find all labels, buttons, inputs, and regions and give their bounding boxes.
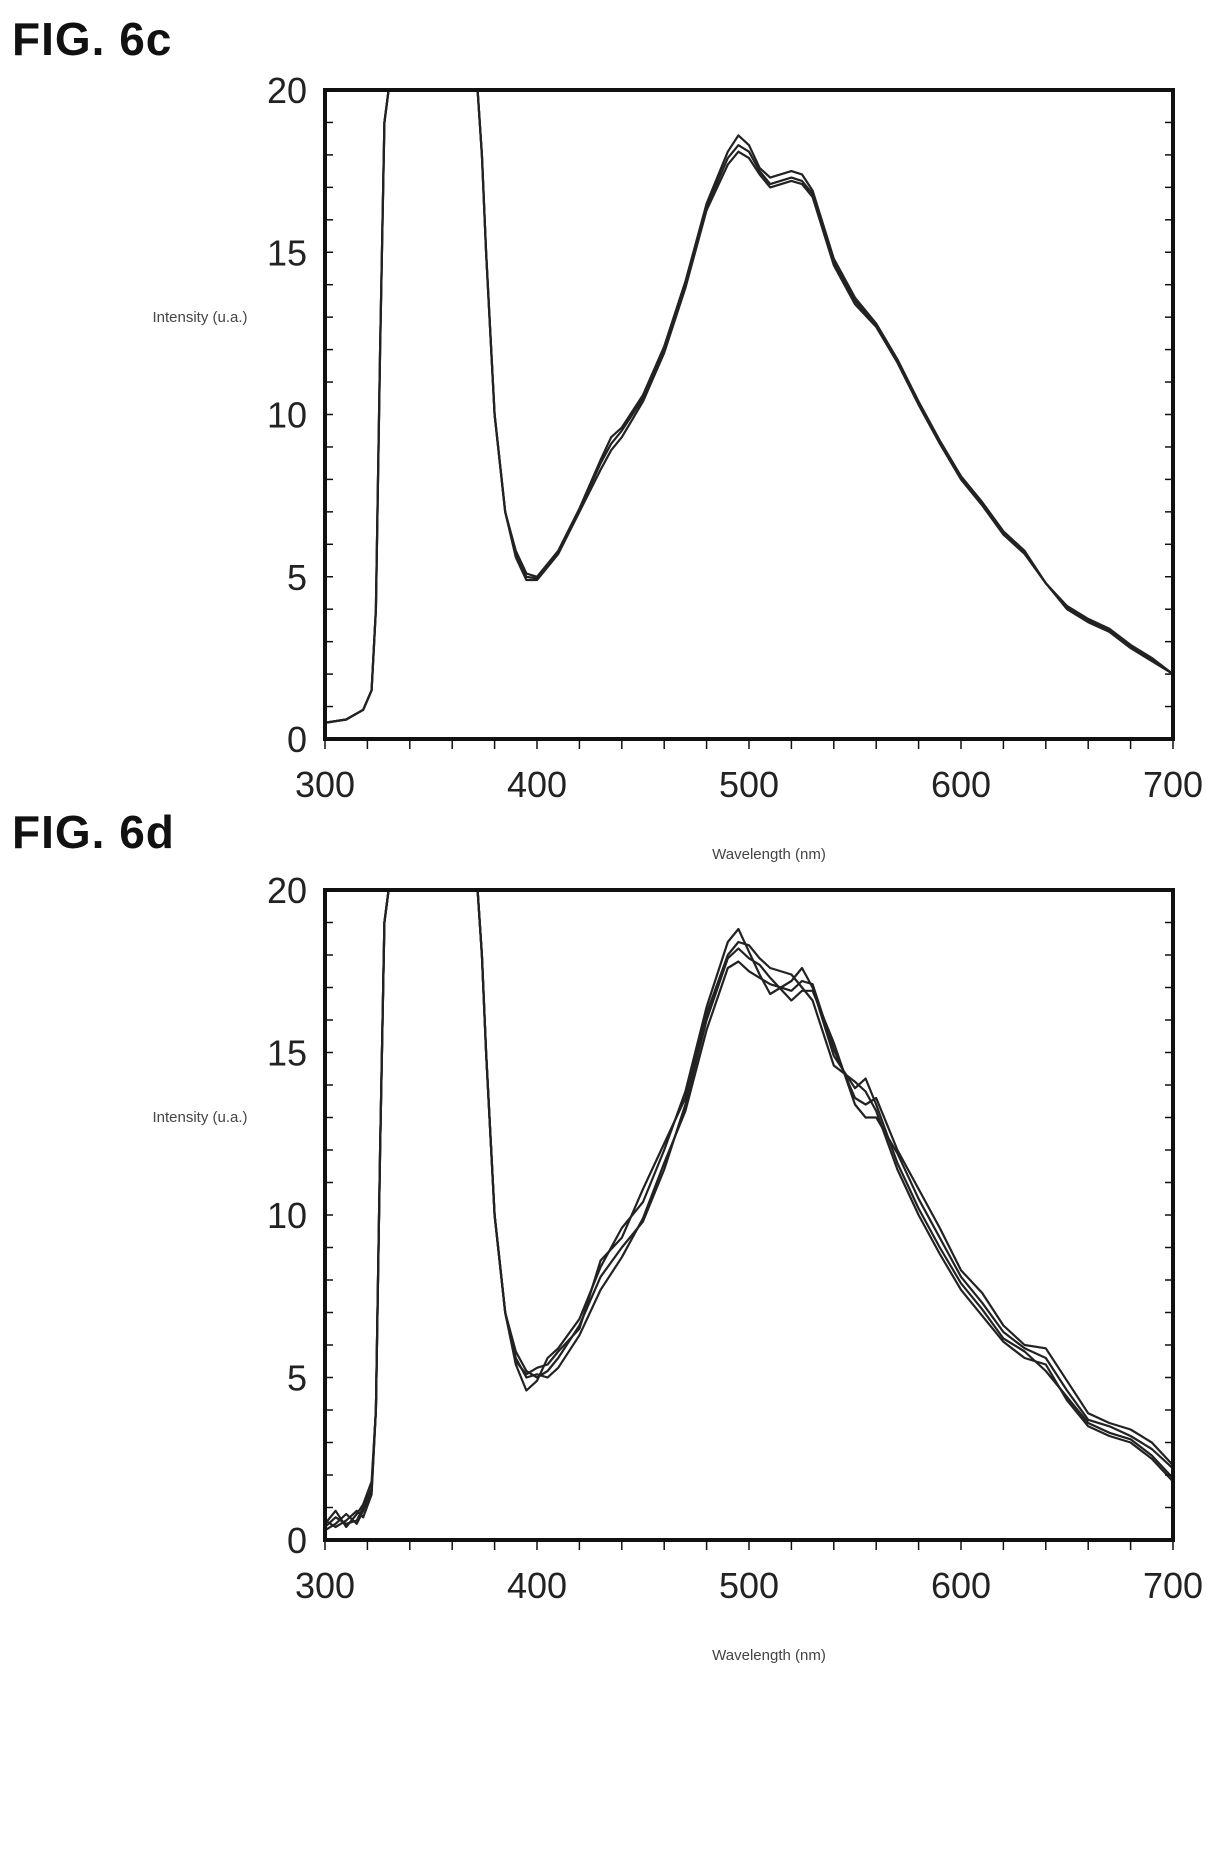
y-tick-label: 20 [267, 870, 307, 911]
x-tick-label: 300 [295, 764, 355, 805]
series-line-2 [325, 90, 1173, 724]
series-group [325, 890, 1173, 1532]
y-tick-label: 0 [287, 719, 307, 760]
y-tick-label: 20 [267, 70, 307, 111]
series-line-1 [325, 90, 1173, 724]
x-tick-label: 700 [1143, 1565, 1203, 1606]
y-tick-label: 10 [267, 395, 307, 436]
x-tick-label: 600 [931, 1565, 991, 1606]
y-tick-label: 10 [267, 1195, 307, 1236]
figure-label-6d: FIG. 6d [12, 806, 175, 858]
chart-6c: 0 5 10 15 20 300 400 500 600 700 Intensity (u.a.) W… [0, 0, 1218, 900]
series-line-3 [325, 890, 1173, 1529]
y-tick-label: 0 [287, 1520, 307, 1561]
series-line-1 [325, 890, 1173, 1529]
x-tick-label: 500 [719, 1565, 779, 1606]
y-tick-label: 15 [267, 232, 307, 273]
chart-6c-svg: 0 5 10 15 20 300 400 500 600 700 Intensity (u.a.) W… [152, 70, 1203, 863]
plot-frame [323, 88, 1175, 741]
y-tick-label: 5 [287, 1358, 307, 1399]
y-tick-label: 15 [267, 1033, 307, 1074]
series-group [325, 90, 1173, 724]
y-axis-label: Intensity (u.a.) [152, 309, 247, 326]
x-tick-label: 400 [507, 764, 567, 805]
y-tick-label: 5 [287, 557, 307, 598]
x-axis-label: Wavelength (nm) [712, 846, 826, 863]
chart-6d-svg: 0 5 10 15 20 300 400 500 600 700 Intensity (u.a.) W… [152, 870, 1203, 1664]
y-axis-label: Intensity (u.a.) [152, 1109, 247, 1126]
x-tick-label: 700 [1143, 764, 1203, 805]
x-tick-label: 600 [931, 764, 991, 805]
series-line-2 [325, 890, 1173, 1532]
x-tick-label: 300 [295, 1565, 355, 1606]
plot-frame [323, 888, 1175, 1542]
series-line-3 [325, 90, 1173, 724]
x-tick-label: 500 [719, 764, 779, 805]
figure-label-6c: FIG. 6c [12, 13, 173, 65]
series-line-4 [325, 890, 1173, 1528]
x-axis-label: Wavelength (nm) [712, 1647, 826, 1664]
chart-6d: 0 5 10 15 20 300 400 500 600 700 Intensity (u.a.) W… [0, 820, 1218, 1720]
x-tick-label: 400 [507, 1565, 567, 1606]
